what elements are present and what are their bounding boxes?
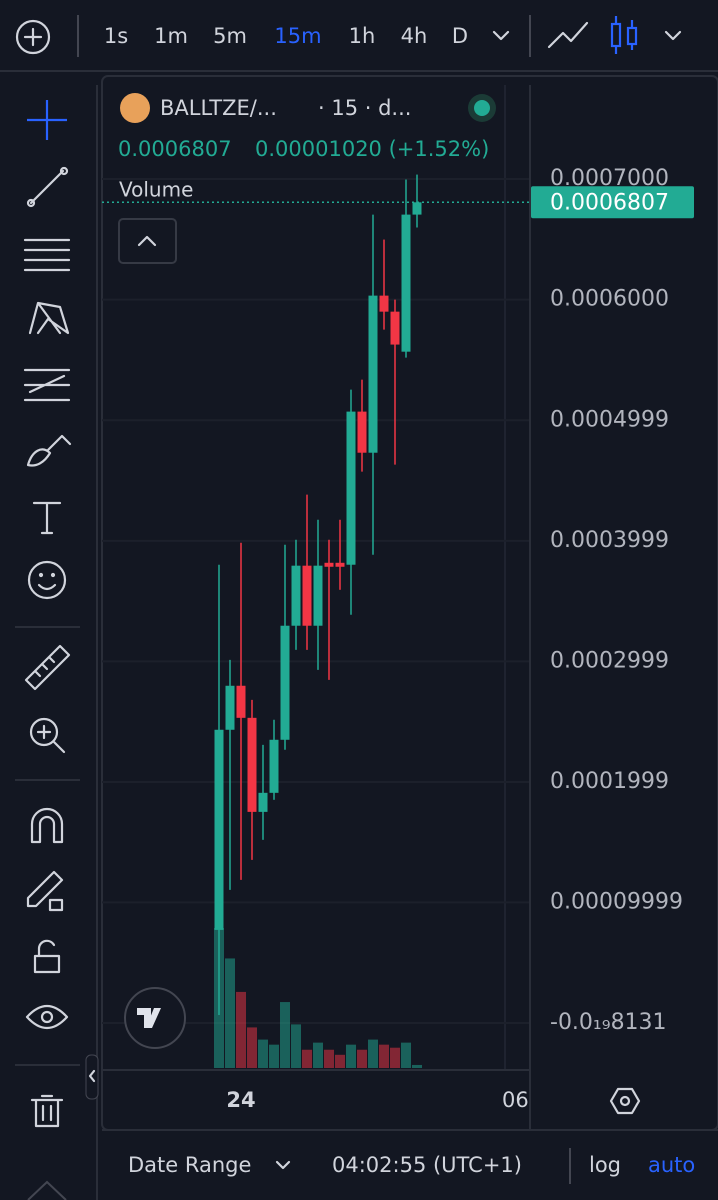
last-price-box (531, 186, 694, 219)
candle-body (324, 562, 334, 567)
symbol-avatar (120, 93, 150, 123)
time-label: 24 (226, 1088, 255, 1112)
volume-bar (412, 1064, 422, 1068)
volume-bar (324, 1049, 334, 1068)
settings-icon (619, 1095, 631, 1107)
candle-body (412, 202, 422, 215)
magnet-tool[interactable] (30, 807, 64, 844)
add-symbol[interactable] (15, 19, 51, 55)
emoji-tool[interactable] (27, 560, 67, 600)
forecast-tool[interactable] (23, 368, 71, 402)
candle-body (258, 792, 268, 812)
volume-bar (368, 1039, 378, 1068)
candle-body (302, 565, 312, 626)
last-price-label: 0.0006807 (550, 190, 669, 215)
y-tick-label: -0.0₁₉8131 (550, 1010, 667, 1035)
y-tick-label: 0.00009999 (550, 889, 683, 914)
volume-bar (236, 991, 246, 1068)
volume-bar (401, 1042, 411, 1068)
logo-mark (137, 1008, 161, 1028)
candle-body (225, 685, 235, 730)
candle-body (379, 295, 389, 312)
lock-tool[interactable] (33, 939, 61, 974)
left-toolbar (15, 100, 99, 1128)
candle-body (214, 729, 224, 930)
crosshair-tool[interactable] (27, 100, 67, 140)
volume-bar (247, 1027, 257, 1068)
candle-body (346, 411, 356, 565)
volume-bar (225, 958, 235, 1068)
candle-chart-button[interactable] (610, 16, 638, 54)
pattern-tool[interactable] (28, 301, 70, 335)
interval-menu[interactable] (492, 30, 510, 41)
volume-bar (346, 1044, 356, 1068)
date-range-menu[interactable] (275, 1160, 291, 1170)
interval-button[interactable]: 1s (104, 24, 128, 48)
candle-body (368, 295, 378, 453)
volume-bar (280, 1002, 290, 1068)
interval-button[interactable]: 1h (349, 24, 376, 48)
fib-tool[interactable] (23, 238, 71, 272)
trend-line-tool[interactable] (26, 166, 69, 208)
volume-bar (357, 1049, 367, 1068)
brush-tool[interactable] (26, 434, 72, 467)
log-toggle[interactable]: log (589, 1153, 621, 1177)
scroll-handle (27, 1180, 67, 1200)
volume-bar (302, 1049, 312, 1068)
y-tick-label: 0.0002999 (550, 648, 669, 673)
zoom-tool[interactable] (29, 717, 66, 754)
interval-button[interactable]: 4h (401, 24, 428, 48)
candle-body (247, 717, 257, 812)
symbol[interactable]: BALLTZE/... (160, 96, 277, 120)
plot (102, 174, 530, 1068)
volume-bar (269, 1044, 279, 1068)
collapse-legend[interactable] (118, 218, 177, 264)
interval-button[interactable]: 5m (213, 24, 247, 48)
candle-body (357, 411, 367, 453)
candle-body (401, 214, 411, 352)
symbol-meta: · 15 · d... (318, 96, 411, 120)
volume-label: Volume (119, 178, 193, 202)
settings-button[interactable] (609, 1087, 641, 1115)
candle-body (291, 565, 301, 626)
candle-body (390, 311, 400, 345)
ruler-tool[interactable] (24, 644, 71, 691)
volume-bar (379, 1044, 389, 1068)
date-range[interactable]: Date Range (128, 1153, 251, 1177)
line-chart-button[interactable] (547, 21, 589, 49)
time-clip: 06:00 (502, 1088, 563, 1112)
interval-button[interactable]: 1m (154, 24, 188, 48)
chart-type-menu[interactable] (664, 30, 682, 41)
clock[interactable]: 04:02:55 (UTC+1) (332, 1153, 522, 1177)
auto-toggle[interactable]: auto (648, 1153, 695, 1177)
volume-bar (258, 1039, 268, 1068)
volume-bar (291, 1024, 301, 1068)
text-tool[interactable] (32, 501, 62, 535)
interval-button[interactable]: 15m (274, 24, 321, 48)
candle-body (269, 739, 279, 793)
y-tick-label: 0.0003999 (550, 528, 669, 553)
candle-body (280, 625, 290, 740)
collapse-icon (137, 235, 157, 247)
y-tick-label: 0.0004999 (550, 407, 669, 432)
interval-button[interactable]: D (452, 24, 468, 48)
y-tick-label: 0.0006000 (550, 287, 669, 312)
status-dot (474, 100, 490, 116)
lock-drawings[interactable] (26, 870, 64, 912)
collapse-icon (88, 1069, 96, 1083)
delete-tool[interactable] (30, 1094, 64, 1128)
change-value: 0.00001020 (+1.52%) (255, 137, 489, 161)
volume-bar (335, 1054, 345, 1068)
volume-bar (390, 1047, 400, 1068)
candle-body (236, 685, 246, 718)
candle-body (335, 562, 345, 567)
time-label: 06:00 (502, 1088, 563, 1112)
close-value: 0.0006807 (118, 137, 232, 161)
hide-tool[interactable] (25, 1004, 69, 1030)
y-tick-label: 0.0001999 (550, 769, 669, 794)
candle-body (313, 565, 323, 626)
volume-bar (313, 1042, 323, 1068)
